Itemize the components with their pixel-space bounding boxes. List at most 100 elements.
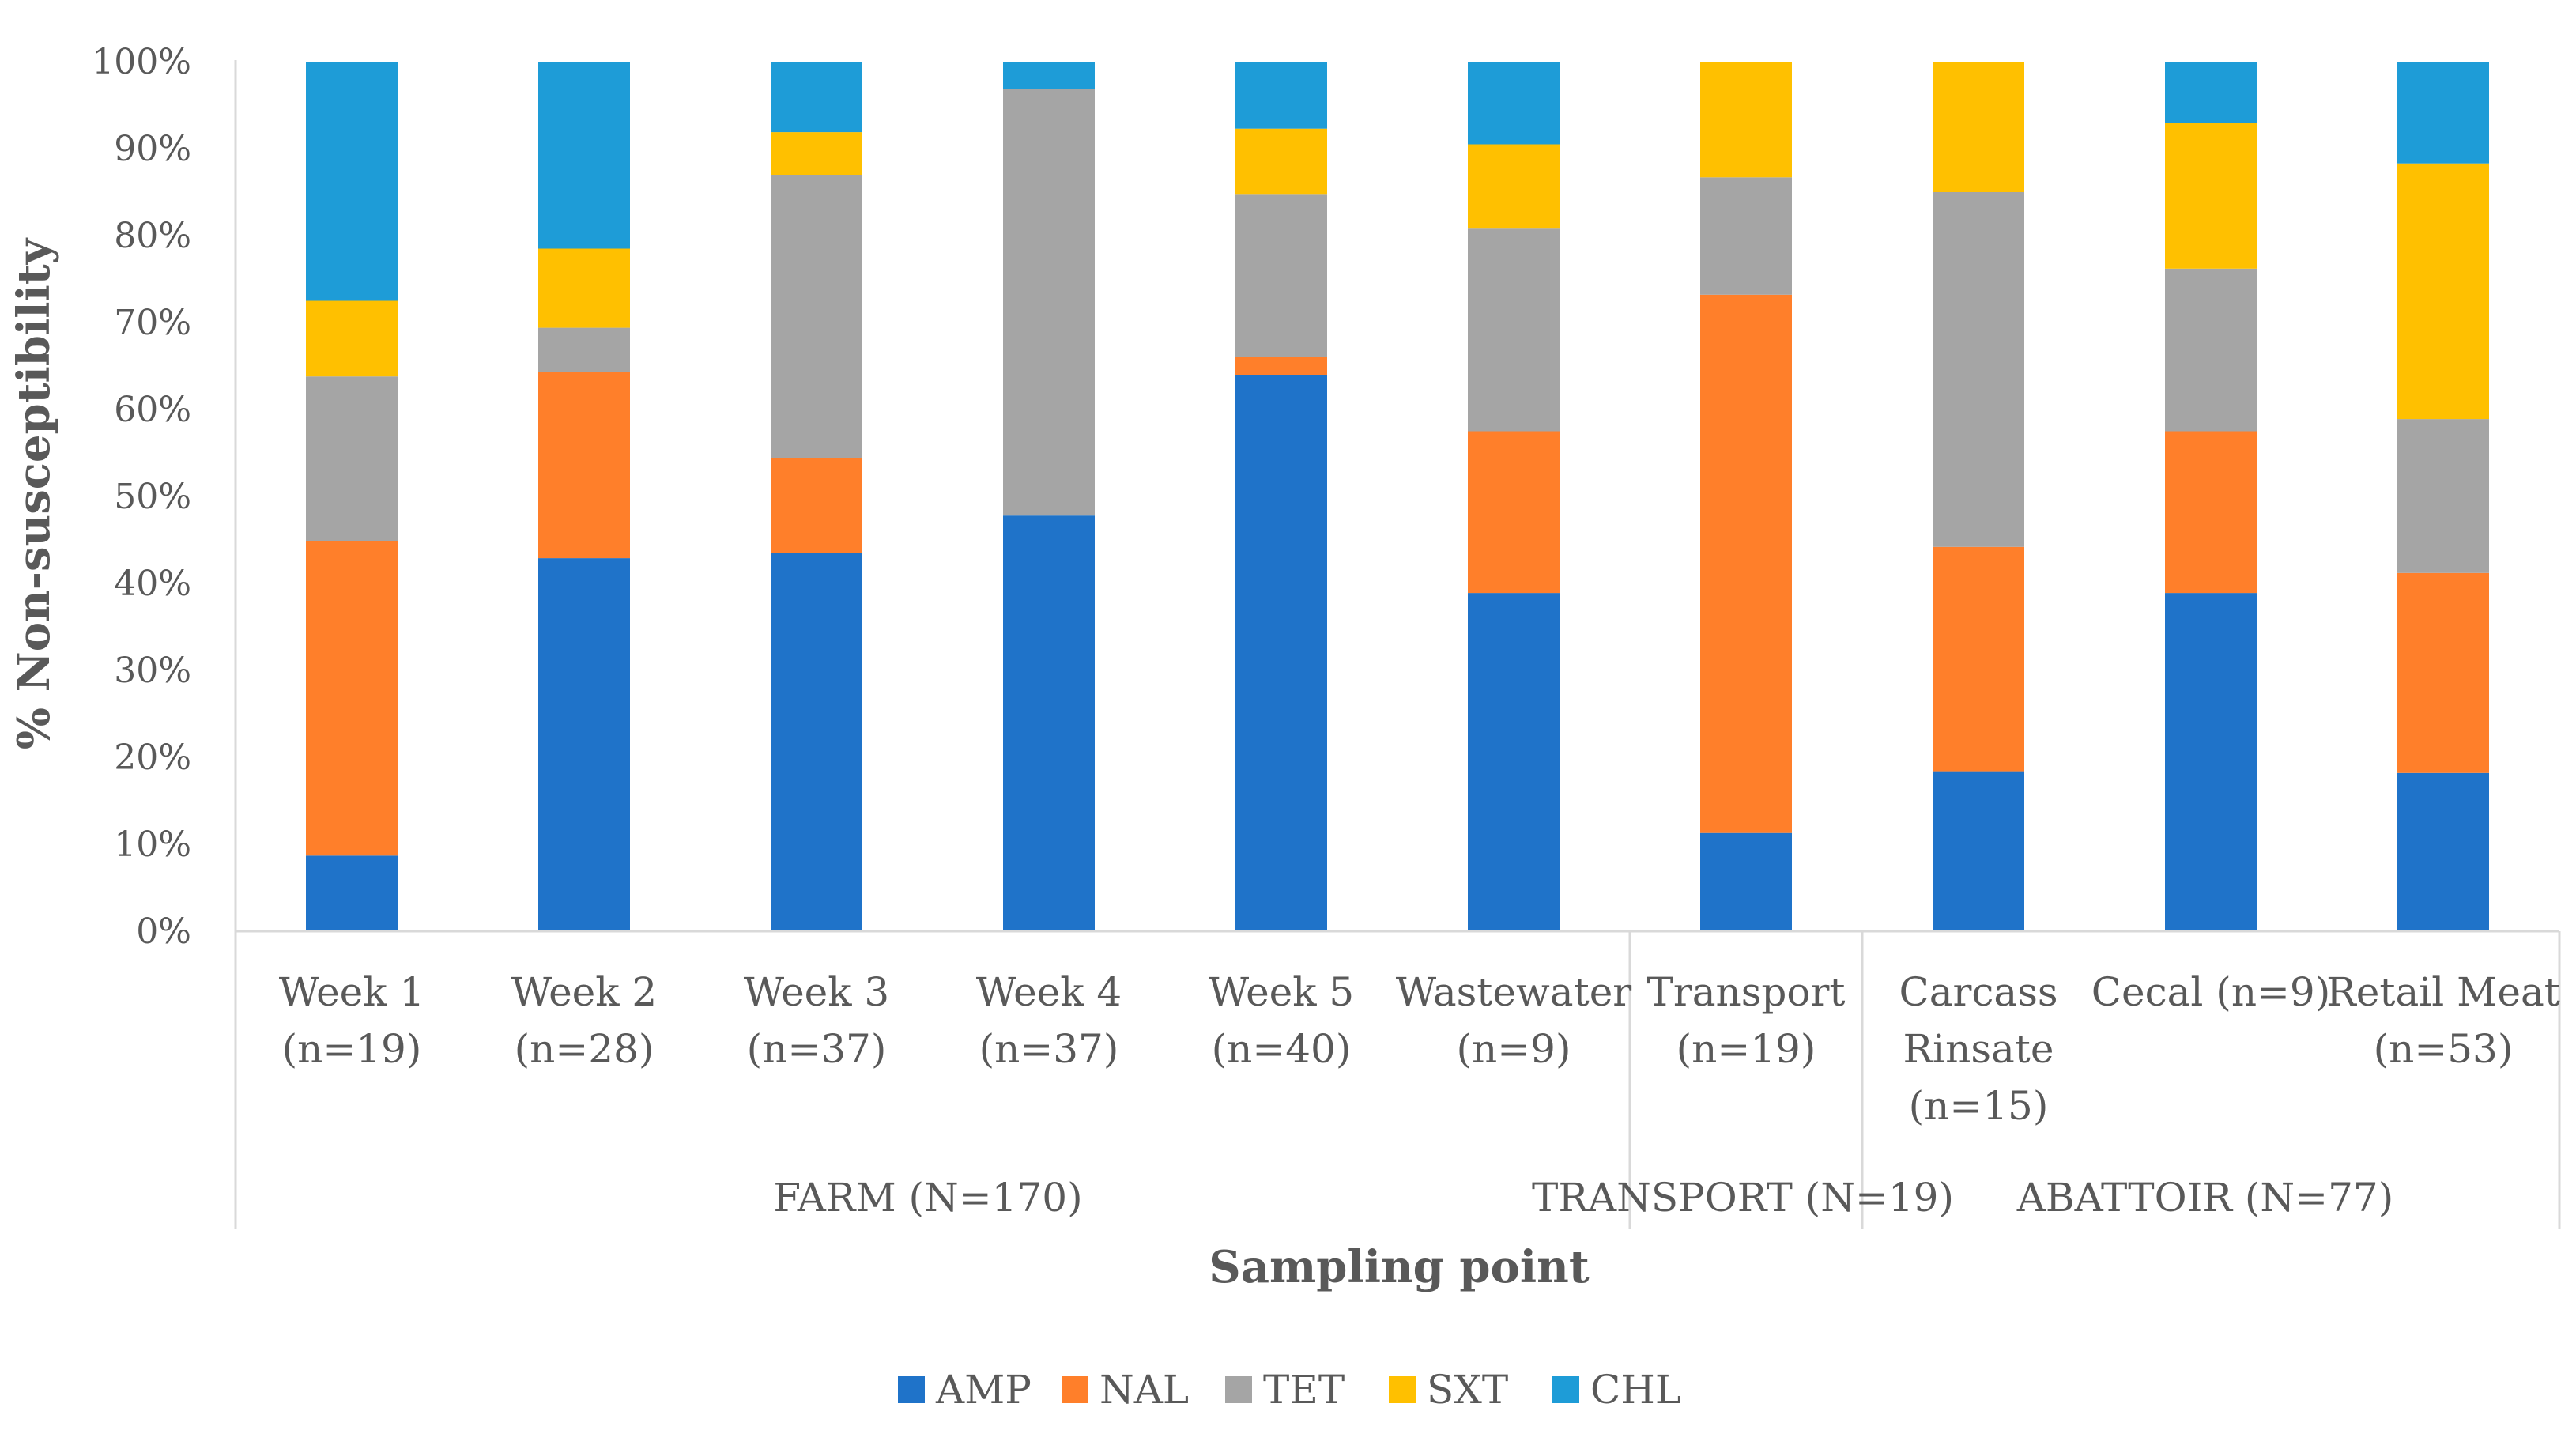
x-category-label-line: (n=53) <box>2374 1026 2514 1072</box>
legend: AMP NAL TET SXT CHL <box>898 1367 1681 1413</box>
bar-segment-amp <box>1700 832 1792 931</box>
x-category-label: Week 5 (n=40) <box>1209 969 1355 1072</box>
y-tick-label: 10% <box>114 824 191 865</box>
y-tick-label: 90% <box>114 129 191 169</box>
bar-segment-tet <box>1468 228 1560 432</box>
x-category-label-line: (n=15) <box>1909 1083 2049 1129</box>
y-tick-label: 0% <box>136 911 191 952</box>
bar-segment-chl <box>2165 62 2257 123</box>
x-category-label-line: Carcass <box>1899 969 2057 1015</box>
y-tick-label: 100% <box>92 42 191 82</box>
bar-segment-nal <box>1235 357 1327 375</box>
x-category-label-line: Rinsate <box>1903 1026 2054 1072</box>
y-tick-label: 20% <box>114 738 191 778</box>
bar-segment-chl <box>1003 62 1095 89</box>
bar-segment-sxt <box>2397 163 2489 420</box>
bar-segment-nal <box>538 372 630 559</box>
x-category-label-line: Week 2 <box>511 969 658 1015</box>
bar-segment-chl <box>1235 62 1327 129</box>
x-category-label-line: Cecal (n=9) <box>2091 969 2330 1015</box>
bars <box>306 62 2489 931</box>
bar-segment-sxt <box>1468 144 1560 229</box>
bar-segment-chl <box>538 62 630 249</box>
x-category-label-line: Retail Meat <box>2326 969 2560 1015</box>
x-category-label: Week 1 (n=19) <box>279 969 425 1072</box>
x-category-label-line: (n=37) <box>979 1026 1119 1072</box>
bar-segment-tet <box>306 376 398 541</box>
x-category-label-line: Week 3 <box>744 969 890 1015</box>
bar-segment-nal <box>1468 431 1560 594</box>
y-tick-label: 60% <box>114 390 191 430</box>
x-category-label: Week 4 (n=37) <box>976 969 1122 1072</box>
y-tick-label: 70% <box>114 303 191 343</box>
legend-swatch-chl <box>1552 1376 1579 1403</box>
x-group-label: TRANSPORT (N=19) <box>1532 1175 1954 1221</box>
bar-segment-tet <box>1933 192 2024 547</box>
bar-segment-tet <box>1235 194 1327 357</box>
x-group-label: FARM (N=170) <box>773 1175 1082 1221</box>
x-category-label-line: Transport <box>1646 969 1845 1015</box>
x-category-label: Cecal (n=9) <box>2091 969 2330 1015</box>
x-axis-title: Sampling point <box>1209 1241 1590 1293</box>
x-category-label-line: Week 4 <box>976 969 1122 1015</box>
x-category-label-line: (n=19) <box>282 1026 422 1072</box>
x-category-label-line: Wastewater <box>1396 969 1631 1015</box>
x-category-label-line: (n=37) <box>747 1026 887 1072</box>
y-axis-ticks: 0% 10% 20% 30% 40% 50% 60% 70% 80% 90% 100% <box>92 42 191 952</box>
bar-segment-tet <box>2397 419 2489 573</box>
x-category-label-line: Week 5 <box>1209 969 1355 1015</box>
y-tick-label: 50% <box>114 477 191 517</box>
bar-segment-sxt <box>538 248 630 328</box>
bar-segment-amp <box>1468 593 1560 931</box>
y-axis-title: % Non-susceptibility <box>8 237 60 749</box>
bar-segment-chl <box>306 62 398 301</box>
legend-swatch-tet <box>1225 1376 1252 1403</box>
y-tick-label: 30% <box>114 651 191 691</box>
legend-swatch-nal <box>1062 1376 1088 1403</box>
legend-swatch-sxt <box>1389 1376 1416 1403</box>
x-category-label-line: (n=40) <box>1212 1026 1352 1072</box>
bar-segment-amp <box>1933 771 2024 931</box>
bar-segment-tet <box>1700 177 1792 295</box>
legend-label-sxt: SXT <box>1427 1367 1508 1413</box>
bar-segment-nal <box>1700 294 1792 833</box>
bar-segment-sxt <box>1700 62 1792 178</box>
bar-segment-sxt <box>2165 123 2257 269</box>
bar-segment-amp <box>2165 593 2257 931</box>
legend-label-tet: TET <box>1263 1367 1345 1413</box>
x-category-label: Wastewater (n=9) <box>1396 969 1631 1072</box>
x-category-label-line: (n=19) <box>1676 1026 1816 1072</box>
bar-segment-chl <box>1468 62 1560 145</box>
bar-segment-amp <box>306 855 398 931</box>
y-tick-label: 40% <box>114 564 191 604</box>
x-category-label-line: (n=28) <box>515 1026 654 1072</box>
x-category-label: Transport (n=19) <box>1646 969 1845 1072</box>
y-tick-label: 80% <box>114 216 191 256</box>
legend-label-chl: CHL <box>1590 1367 1681 1413</box>
bar-segment-sxt <box>306 300 398 377</box>
x-category-label: Week 3 (n=37) <box>744 969 890 1072</box>
x-category-label-line: (n=9) <box>1457 1026 1571 1072</box>
bar-segment-tet <box>538 327 630 372</box>
bar-segment-tet <box>1003 89 1095 516</box>
x-category-label: Retail Meat (n=53) <box>2326 969 2560 1072</box>
legend-label-amp: AMP <box>935 1367 1032 1413</box>
x-axis-category-labels: Week 1 (n=19)Week 2 (n=28)Week 3 (n=37)Week… <box>279 969 2560 1129</box>
bar-segment-amp <box>1003 515 1095 931</box>
bar-segment-amp <box>1235 375 1327 931</box>
bar-segment-sxt <box>1933 62 2024 192</box>
bar-segment-tet <box>771 175 862 458</box>
bar-segment-nal <box>1933 546 2024 772</box>
x-category-label: Week 2 (n=28) <box>511 969 658 1072</box>
bar-segment-nal <box>2165 431 2257 594</box>
bar-segment-amp <box>538 558 630 931</box>
x-axis-group-labels: FARM (N=170) TRANSPORT (N=19) ABATTOIR (N=… <box>773 1175 2393 1221</box>
axes <box>234 60 2561 1229</box>
bar-segment-nal <box>771 458 862 553</box>
bar-segment-nal <box>306 541 398 856</box>
legend-label-nal: NAL <box>1099 1367 1189 1413</box>
bar-segment-amp <box>771 553 862 931</box>
x-category-label: Carcass Rinsate (n=15) <box>1899 969 2057 1129</box>
